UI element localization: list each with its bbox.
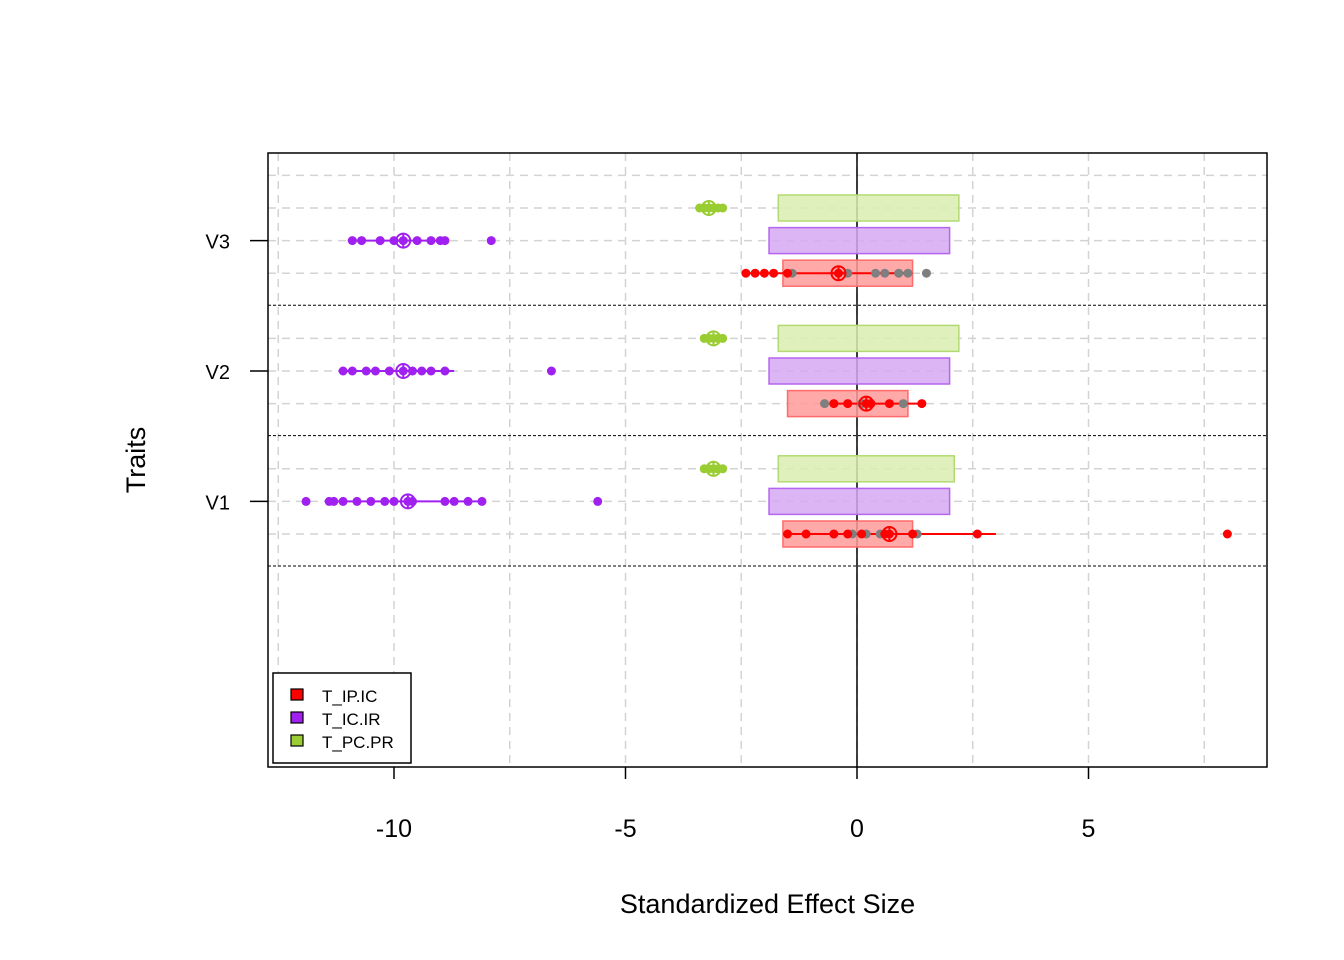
x-axis: -10 -5 0 5 [376, 767, 1096, 843]
observed-point [338, 366, 348, 376]
observed-point [347, 236, 357, 246]
observed-point [426, 366, 436, 376]
trait-V3 [347, 194, 960, 287]
observed-point [741, 268, 751, 278]
observed-point [593, 496, 603, 506]
observed-point [426, 236, 436, 246]
observed-point [347, 366, 357, 376]
null-range-box [777, 455, 955, 483]
observed-point [370, 366, 380, 376]
observed-point [357, 236, 367, 246]
observed-point [486, 236, 496, 246]
observed-point [417, 366, 427, 376]
legend-swatch [290, 688, 304, 701]
x-tick-label: 5 [1082, 815, 1096, 843]
observed-point [843, 529, 853, 539]
trait-V2 [338, 324, 960, 418]
observed-point [366, 496, 376, 506]
x-tick-label: -10 [376, 815, 412, 843]
nonsignificant-point [880, 268, 890, 278]
observed-point [884, 399, 894, 409]
observed-point [829, 399, 839, 409]
observed-point [477, 496, 487, 506]
trait-separators [268, 304, 1267, 567]
trait-V1 [301, 455, 1232, 548]
observed-point [440, 496, 450, 506]
observed-point [380, 496, 390, 506]
observed-point [361, 366, 371, 376]
nonsignificant-point [871, 268, 881, 278]
observed-point [857, 529, 867, 539]
observed-point [338, 496, 348, 506]
y-axis-title: Traits [121, 427, 151, 494]
legend-swatch [290, 711, 304, 724]
observed-point [769, 268, 779, 278]
observed-point [375, 236, 385, 246]
y-tick-label: V1 [206, 492, 230, 514]
observed-point [908, 529, 918, 539]
nonsignificant-point [898, 399, 908, 409]
null-range-box [768, 487, 951, 516]
observed-point [329, 496, 339, 506]
observed-point [843, 399, 853, 409]
null-range-box [768, 226, 951, 255]
observed-point [783, 268, 793, 278]
null-range-box [777, 194, 960, 222]
legend-label: T_IP.IC [322, 687, 377, 706]
legend-swatch [290, 734, 304, 747]
observed-point [750, 268, 760, 278]
nonsignificant-point [894, 268, 904, 278]
x-tick-label: -5 [614, 815, 636, 843]
observed-point [301, 496, 311, 506]
observed-point [759, 268, 769, 278]
y-axis: V1 V2 V3 [206, 232, 268, 514]
observed-point [546, 366, 556, 376]
observed-point [718, 203, 728, 213]
y-tick-label: V2 [206, 362, 230, 384]
observed-point [1222, 529, 1232, 539]
observed-point [972, 529, 982, 539]
observed-point [783, 529, 793, 539]
x-axis-title: Standardized Effect Size [620, 889, 915, 919]
observed-point [440, 236, 450, 246]
plot-frame [267, 152, 1268, 768]
nonsignificant-point [903, 268, 913, 278]
observed-point [352, 496, 362, 506]
observed-point [384, 366, 394, 376]
x-tick-label: 0 [850, 815, 864, 843]
nonsignificant-point [921, 268, 931, 278]
observed-point [917, 399, 927, 409]
observed-point [412, 236, 422, 246]
observed-point [463, 496, 473, 506]
observed-point [389, 496, 399, 506]
nonsignificant-point [820, 399, 830, 409]
null-range-box [777, 324, 960, 353]
chart-marks [301, 194, 1232, 548]
grid [268, 153, 1267, 767]
null-range-box [768, 357, 951, 385]
observed-point [440, 366, 450, 376]
y-tick-label: V3 [206, 232, 230, 254]
observed-point [449, 496, 459, 506]
legend-label: T_IC.IR [322, 710, 381, 729]
legend-label: T_PC.PR [322, 733, 394, 752]
observed-point [801, 529, 811, 539]
legend: T_IP.IC T_IC.IR T_PC.PR [272, 672, 412, 764]
observed-point [829, 529, 839, 539]
